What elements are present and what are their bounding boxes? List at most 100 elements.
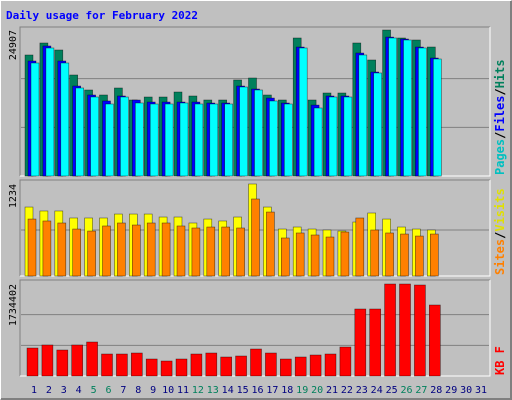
bar [135,102,144,177]
bar [235,355,247,377]
x-tick-label: 19 [296,385,308,396]
bar [221,226,230,277]
bar [224,103,233,177]
x-tick-label: 7 [120,385,126,396]
bar [220,356,232,377]
bar [358,54,368,177]
bar [418,47,427,177]
bar [403,39,412,177]
bar [41,344,54,377]
x-tick-label: 27 [415,385,427,396]
bar [313,107,323,177]
x-tick-label: 2 [46,385,52,396]
bar [354,308,367,377]
y-tick-label: 1734402 [8,284,19,326]
bar [176,225,186,277]
x-tick-label: 25 [386,385,398,396]
x-tick-label: 31 [475,385,487,396]
bar [86,341,98,377]
bar [132,224,141,277]
bar [355,217,365,277]
bar [343,96,353,177]
x-tick-label: 8 [135,385,141,396]
x-tick-label: 30 [460,385,472,396]
x-tick-label: 9 [150,385,156,396]
bar [116,353,128,377]
bar [283,103,293,177]
x-tick-label: 21 [326,385,338,396]
bar [56,349,69,377]
x-tick-label: 10 [162,385,174,396]
x-tick-label: 14 [222,385,234,396]
bar [57,222,67,277]
bar [429,233,439,277]
bar [400,233,409,277]
bar [71,344,83,377]
bar [280,237,290,277]
x-tick-label: 1 [31,385,37,396]
x-tick-label: 16 [251,385,263,396]
bar [164,103,174,177]
bar [145,358,158,377]
bar [90,96,99,177]
bar [175,358,188,377]
bar [295,232,305,277]
bar [75,87,84,177]
bar [239,86,248,177]
bar [254,89,263,177]
y-tick-label: 24907 [8,30,19,60]
legend-entry: KB F [493,346,507,375]
bar [131,352,143,377]
bar [370,229,380,277]
bar [251,198,260,277]
x-tick-label: 22 [341,385,353,396]
x-tick-label: 15 [237,385,249,396]
bar [432,58,442,177]
bar [339,346,352,377]
bar [388,37,397,177]
x-tick-label: 11 [177,385,189,396]
bar [194,103,204,177]
chart-title: Daily usage for February 2022 [6,9,198,22]
bar [60,62,70,177]
legend-entry: Hits [493,59,507,88]
bar [399,283,411,377]
x-tick-label: 4 [76,385,82,396]
x-tick-label: 12 [192,385,204,396]
bar [160,360,173,377]
legend-entry: Files [493,96,507,132]
panel-bevel-dark [19,279,490,376]
x-tick-label: 18 [281,385,293,396]
x-tick-label: 20 [311,385,323,396]
bar [269,100,278,177]
bar [42,220,52,277]
x-tick-label: 3 [61,385,67,396]
x-tick-label: 17 [266,385,278,396]
bar [206,226,216,277]
legend-separator: / [493,132,507,139]
bar [279,358,292,377]
legend-entry: Pages [493,139,507,175]
bar [146,222,156,277]
bar [369,308,382,377]
panel-bevel-dark [19,179,490,276]
bar [414,284,426,377]
legend-entry: Visits [493,188,507,231]
bar [27,218,37,277]
bar [265,352,277,377]
bar [415,235,424,277]
bar [161,222,171,277]
x-tick-label: 29 [445,385,457,396]
bar [373,72,383,177]
bar [101,353,113,377]
bar [385,232,394,277]
bar [117,222,126,277]
bar [309,354,322,377]
bar [266,211,275,277]
x-tick-label: 23 [356,385,368,396]
bar [298,47,308,177]
bar [102,225,111,277]
bar [105,103,114,177]
